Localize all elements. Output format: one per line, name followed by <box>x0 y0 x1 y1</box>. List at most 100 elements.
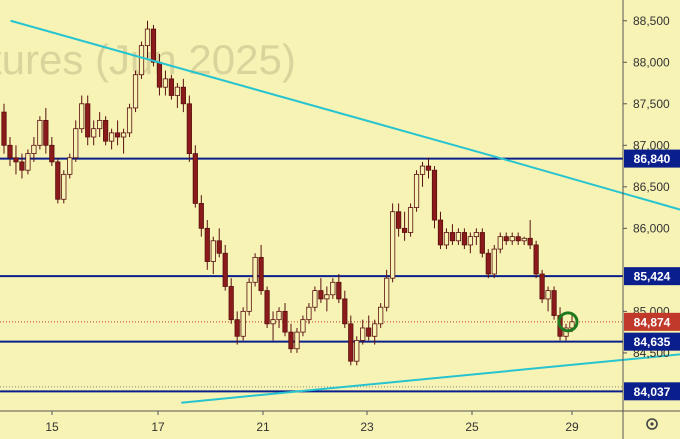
candle-body <box>150 28 157 63</box>
candle-body <box>25 153 31 171</box>
candle-body <box>306 306 312 321</box>
candle-body <box>390 211 396 279</box>
candle-body <box>533 244 539 275</box>
candle-body <box>515 236 521 242</box>
y-tick-label: 86,500 <box>633 180 670 194</box>
y-tick-label: 88,000 <box>633 55 670 69</box>
candle-body <box>180 86 186 105</box>
candle-body <box>144 28 151 47</box>
candle-body <box>401 227 408 233</box>
candle-body <box>407 207 414 233</box>
candle-body <box>372 323 378 337</box>
candle-body <box>7 144 13 159</box>
candle-body <box>431 169 438 221</box>
candle-body <box>360 327 366 341</box>
candle-body <box>342 298 348 325</box>
candle-body <box>115 132 121 138</box>
candle-body <box>336 281 342 300</box>
candle-body <box>246 281 252 312</box>
candle-body <box>168 78 175 96</box>
candle-body <box>479 232 485 254</box>
candle-body <box>186 103 192 155</box>
y-tick-label: 87,500 <box>633 97 670 111</box>
x-tick-label: 25 <box>465 420 479 434</box>
candle-body <box>37 119 43 146</box>
level-badge <box>624 382 680 401</box>
candle-body <box>138 45 145 76</box>
candle-body <box>288 331 294 350</box>
candle-body <box>569 321 575 329</box>
candle-body <box>210 240 216 262</box>
candle-body <box>43 119 49 146</box>
candle-body <box>264 290 270 325</box>
candle-body <box>49 144 55 163</box>
x-tick-label: 15 <box>45 420 59 434</box>
candle-body <box>437 219 444 246</box>
price-levels <box>0 157 623 393</box>
y-tick-label: 88,500 <box>633 14 670 28</box>
candle-body <box>545 290 551 300</box>
candle-body <box>31 144 37 155</box>
candle-body <box>461 232 467 246</box>
candle-body <box>354 340 360 362</box>
candle-body <box>240 310 246 337</box>
candle-body <box>91 128 97 138</box>
candle-body <box>497 236 503 250</box>
level-label: 86,840 <box>634 152 671 166</box>
candle-body <box>270 319 276 325</box>
gear-icon[interactable] <box>646 418 658 430</box>
marker-circle[interactable] <box>557 311 579 333</box>
trendlines[interactable] <box>10 19 680 404</box>
candle-body <box>126 107 133 134</box>
candle-body <box>282 310 288 333</box>
candle-body <box>384 277 390 308</box>
trendline[interactable] <box>10 19 503 160</box>
candle-body <box>491 248 497 275</box>
candle-body <box>222 252 228 287</box>
trendline[interactable] <box>501 157 680 254</box>
candle-body <box>503 236 509 242</box>
candle-body <box>228 286 234 321</box>
candle-body <box>216 240 222 254</box>
candle-body <box>1 111 7 146</box>
trendline[interactable] <box>181 340 680 404</box>
candle-body <box>198 203 204 229</box>
candle-body <box>318 290 324 300</box>
candle-body <box>156 61 163 88</box>
x-tick-label: 17 <box>151 420 165 434</box>
candle-body <box>300 319 306 333</box>
candle-body <box>473 232 479 238</box>
candle-body <box>252 256 258 283</box>
y-tick-label: 87,000 <box>633 138 670 152</box>
x-tick-label: 29 <box>565 420 579 434</box>
candle-body <box>443 232 450 246</box>
level-label: 85,424 <box>634 270 671 284</box>
candle-body <box>539 273 545 300</box>
candle-body <box>204 227 210 262</box>
level-badge <box>624 332 680 351</box>
y-tick-label: 86,000 <box>633 221 670 235</box>
candle-body <box>509 236 515 242</box>
level-label: 84,037 <box>634 385 671 399</box>
candle-body <box>485 252 491 275</box>
candle-body <box>366 327 372 337</box>
candle-body <box>378 306 384 325</box>
candle-body <box>61 173 67 200</box>
candle-body <box>103 119 109 142</box>
x-tick-label: 21 <box>256 420 270 434</box>
candle-body <box>312 290 318 308</box>
candles-series <box>1 20 575 366</box>
level-badge <box>624 149 680 168</box>
candle-body <box>234 319 240 337</box>
candle-body <box>276 310 282 321</box>
candle-body <box>73 128 79 159</box>
candle-body <box>97 119 103 130</box>
level-label: 84,635 <box>634 335 671 349</box>
candle-body <box>521 237 527 242</box>
candle-body <box>162 78 169 88</box>
candle-body <box>67 157 73 175</box>
candle-body <box>109 132 115 142</box>
candle-body <box>348 323 354 362</box>
